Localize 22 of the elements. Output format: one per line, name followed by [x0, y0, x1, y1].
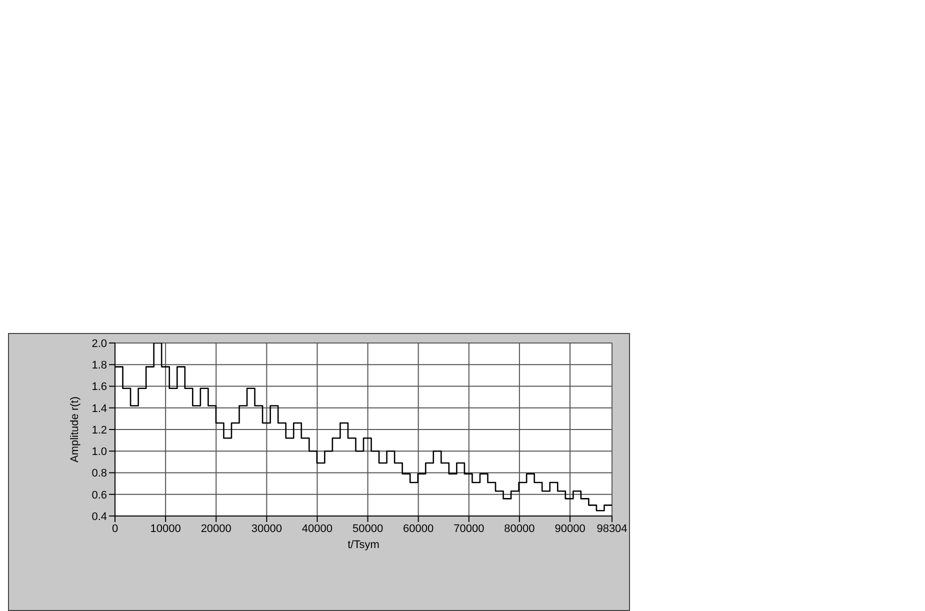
x-tick-label: 70000: [454, 522, 484, 535]
x-tick-label: 20000: [200, 522, 232, 535]
x-tick-label: 10000: [150, 522, 181, 535]
x-tick-label: 80000: [504, 522, 535, 535]
y-tick-label: 0.4: [92, 510, 107, 523]
y-tick-label: 1.2: [92, 424, 107, 436]
y-tick-label: 0.8: [92, 468, 107, 480]
x-tick-label: 98304: [596, 522, 628, 535]
y-axis-title: Amplitude r(t): [68, 396, 81, 463]
y-tick-label: 1.0: [92, 446, 107, 458]
y-tick-label: 1.6: [92, 381, 107, 394]
x-tick-label: 30000: [251, 522, 282, 535]
x-tick-label: 0: [112, 522, 118, 535]
x-tick-label: 50000: [352, 522, 384, 535]
x-tick-label: 60000: [403, 522, 434, 535]
x-tick-label: 90000: [554, 522, 586, 535]
y-tick-label: 0.6: [92, 489, 107, 502]
y-tick-label: 1.4: [92, 402, 107, 415]
y-tick-label: 1.8: [92, 360, 107, 372]
x-axis-title: t/Tsym: [348, 539, 380, 551]
x-tick-label: 40000: [302, 522, 333, 535]
y-tick-label: 2.0: [92, 338, 107, 350]
